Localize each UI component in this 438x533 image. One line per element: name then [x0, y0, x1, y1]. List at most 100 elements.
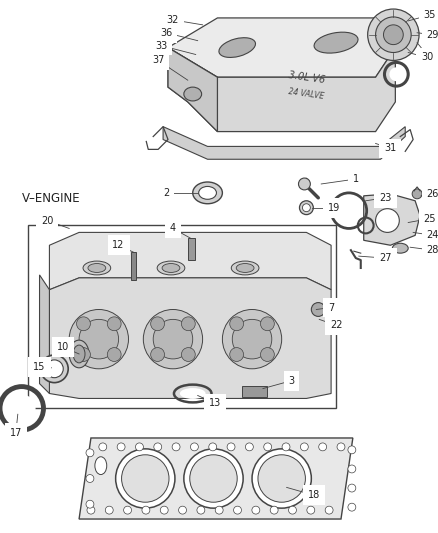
Ellipse shape — [69, 340, 89, 368]
Text: 26: 26 — [427, 189, 438, 199]
Circle shape — [348, 503, 356, 511]
Circle shape — [245, 443, 253, 451]
Circle shape — [300, 443, 308, 451]
Circle shape — [223, 310, 282, 369]
Text: 33: 33 — [155, 41, 167, 51]
Circle shape — [215, 506, 223, 514]
Text: 28: 28 — [427, 245, 438, 255]
Circle shape — [184, 449, 243, 508]
Text: V–ENGINE: V–ENGINE — [22, 192, 80, 205]
Circle shape — [348, 465, 356, 473]
Circle shape — [181, 348, 195, 361]
Circle shape — [348, 446, 356, 454]
Circle shape — [375, 17, 411, 53]
Circle shape — [303, 204, 311, 212]
Polygon shape — [49, 232, 331, 290]
Bar — [188, 238, 195, 260]
Text: 36: 36 — [160, 28, 172, 38]
Circle shape — [261, 348, 274, 361]
Circle shape — [172, 443, 180, 451]
Ellipse shape — [184, 87, 201, 101]
Circle shape — [337, 443, 345, 451]
Text: 3: 3 — [289, 376, 295, 386]
Polygon shape — [168, 47, 396, 132]
Circle shape — [230, 317, 244, 330]
Text: 37: 37 — [152, 55, 164, 66]
Ellipse shape — [193, 182, 223, 204]
Text: 24 VALVE: 24 VALVE — [288, 87, 325, 101]
Circle shape — [307, 506, 315, 514]
Circle shape — [191, 443, 198, 451]
Ellipse shape — [392, 243, 408, 253]
Circle shape — [41, 355, 68, 383]
Polygon shape — [39, 275, 49, 393]
Circle shape — [151, 348, 165, 361]
Circle shape — [181, 317, 195, 330]
Ellipse shape — [199, 187, 216, 199]
Circle shape — [79, 319, 119, 359]
Text: 4: 4 — [170, 223, 176, 233]
Circle shape — [289, 506, 297, 514]
Circle shape — [367, 9, 419, 60]
Circle shape — [233, 506, 241, 514]
Text: 15: 15 — [33, 362, 46, 372]
Circle shape — [46, 360, 63, 378]
Circle shape — [209, 443, 217, 451]
Text: 34: 34 — [423, 52, 435, 62]
Circle shape — [190, 455, 237, 502]
Circle shape — [389, 67, 403, 81]
Circle shape — [154, 443, 162, 451]
Bar — [28, 225, 336, 408]
Ellipse shape — [73, 345, 85, 363]
Circle shape — [86, 500, 94, 508]
Text: 31: 31 — [384, 143, 396, 154]
Text: 30: 30 — [421, 52, 433, 62]
Circle shape — [86, 449, 94, 457]
Text: 20: 20 — [41, 215, 53, 225]
Polygon shape — [49, 278, 331, 399]
Circle shape — [227, 443, 235, 451]
Text: 22: 22 — [330, 320, 342, 330]
Ellipse shape — [180, 388, 205, 399]
Circle shape — [375, 209, 399, 232]
Circle shape — [261, 317, 274, 330]
Circle shape — [77, 348, 90, 361]
Circle shape — [160, 506, 168, 514]
Bar — [242, 385, 267, 398]
Bar — [131, 252, 136, 280]
Text: 25: 25 — [424, 214, 436, 223]
Circle shape — [87, 506, 95, 514]
Ellipse shape — [236, 263, 254, 272]
Polygon shape — [364, 194, 420, 245]
Circle shape — [232, 319, 272, 359]
Polygon shape — [163, 127, 405, 159]
Circle shape — [69, 310, 128, 369]
Circle shape — [153, 319, 193, 359]
Circle shape — [107, 348, 121, 361]
Text: 27: 27 — [379, 253, 392, 263]
Text: 32: 32 — [167, 15, 179, 25]
Ellipse shape — [157, 261, 185, 275]
Circle shape — [282, 443, 290, 451]
Circle shape — [298, 178, 311, 190]
Circle shape — [252, 506, 260, 514]
Circle shape — [8, 394, 35, 422]
Circle shape — [116, 449, 175, 508]
Circle shape — [142, 506, 150, 514]
Text: 10: 10 — [57, 342, 69, 352]
Circle shape — [197, 506, 205, 514]
Text: 18: 18 — [308, 490, 321, 500]
Circle shape — [300, 201, 313, 215]
Circle shape — [124, 506, 131, 514]
Circle shape — [143, 310, 203, 369]
Circle shape — [117, 443, 125, 451]
Circle shape — [77, 317, 90, 330]
Circle shape — [252, 449, 311, 508]
Circle shape — [270, 506, 278, 514]
Text: 7: 7 — [328, 303, 334, 312]
Text: 29: 29 — [427, 30, 438, 40]
Text: 12: 12 — [113, 240, 125, 251]
Polygon shape — [79, 438, 353, 519]
Text: 19: 19 — [328, 203, 340, 213]
Ellipse shape — [162, 263, 180, 272]
